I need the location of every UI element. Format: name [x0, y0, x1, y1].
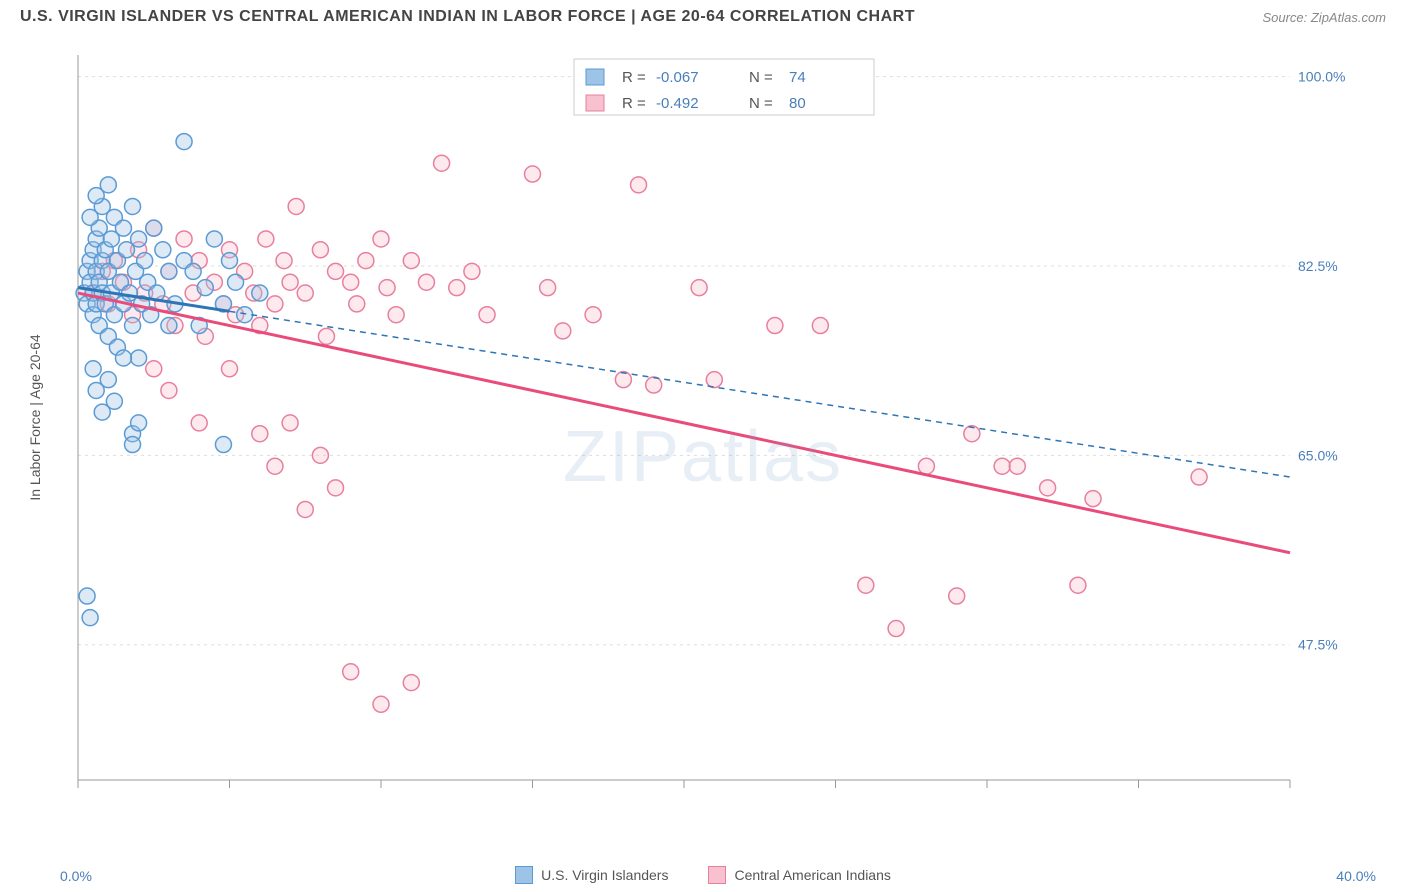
svg-text:R =: R =	[622, 95, 646, 112]
legend-label-series2: Central American Indians	[734, 867, 890, 883]
legend-label-series1: U.S. Virgin Islanders	[541, 867, 668, 883]
source-label: Source: ZipAtlas.com	[1262, 10, 1386, 25]
scatter-chart-svg: 47.5% 65.0% 82.5% 100.0% In Labor Force | Ag…	[20, 40, 1350, 820]
chart-title: U.S. VIRGIN ISLANDER VS CENTRAL AMERICAN…	[20, 8, 915, 26]
legend-swatch-series1	[515, 866, 533, 884]
legend-swatch-series2	[708, 866, 726, 884]
svg-text:65.0%: 65.0%	[1298, 447, 1338, 463]
chart-area: 47.5% 65.0% 82.5% 100.0% In Labor Force | Ag…	[20, 40, 1386, 842]
legend-item-series2: Central American Indians	[708, 866, 890, 884]
svg-text:74: 74	[789, 69, 806, 86]
svg-text:-0.067: -0.067	[656, 69, 699, 86]
legend-item-series1: U.S. Virgin Islanders	[515, 866, 668, 884]
svg-text:N =: N =	[749, 95, 773, 112]
svg-text:In Labor Force | Age 20-64: In Labor Force | Age 20-64	[27, 334, 43, 501]
svg-text:80: 80	[789, 95, 806, 112]
svg-text:N =: N =	[749, 69, 773, 86]
svg-text:-0.492: -0.492	[656, 95, 699, 112]
svg-text:100.0%: 100.0%	[1298, 69, 1345, 85]
svg-text:R =: R =	[622, 69, 646, 86]
bottom-legend: U.S. Virgin Islanders Central American I…	[0, 866, 1406, 884]
svg-text:82.5%: 82.5%	[1298, 258, 1338, 274]
svg-text:47.5%: 47.5%	[1298, 637, 1338, 653]
